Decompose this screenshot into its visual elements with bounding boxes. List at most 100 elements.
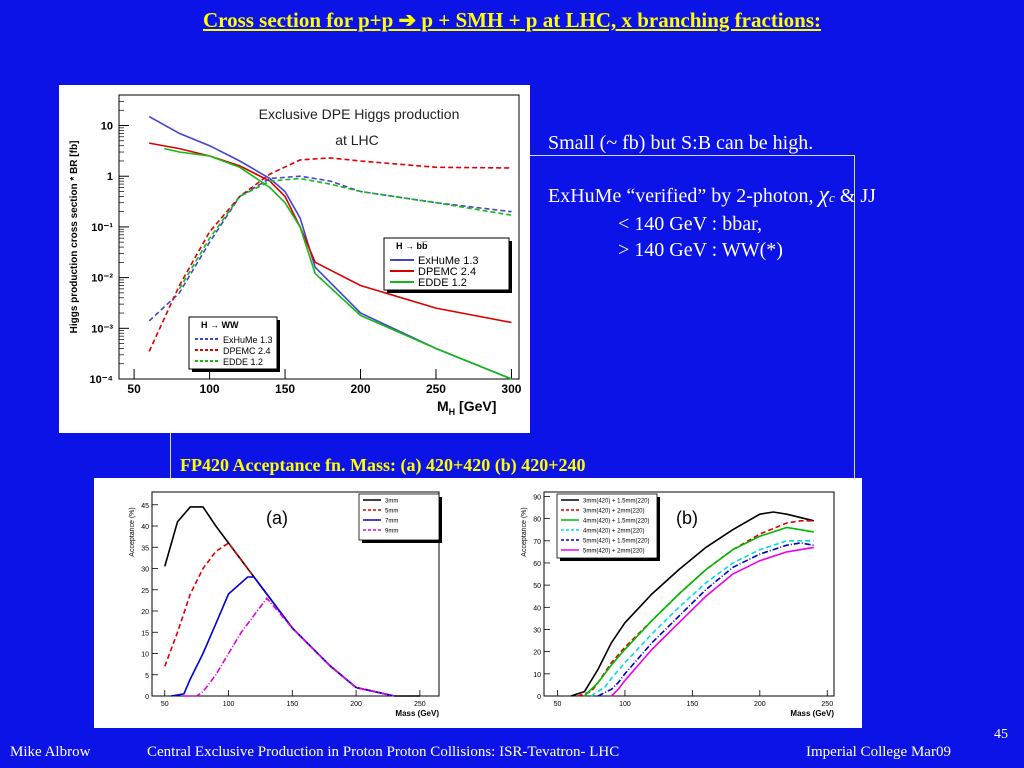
acc-b-x-tick-label-1: 100 (619, 701, 631, 708)
note-line-2: ExHuMe “verified” by 2-photon, χc & JJ (548, 182, 876, 211)
higgs-x-tick-label-0: 50 (127, 382, 141, 396)
acc-b-series-0 (570, 511, 814, 697)
higgs-legend-1-entry-1: DPEMC 2.4 (223, 346, 271, 356)
acc-a-x-axis-label: Mass (GeV) (395, 709, 439, 718)
acceptance-plots: 0 5 10 15 20 25 30 35 40 45 50 100 150 200 250 Mass (Ge… (94, 478, 862, 728)
acc-a-legend-entry-2: 7mm (385, 519, 398, 525)
higgs-plot-title: Exclusive DPE Higgs production (259, 106, 460, 122)
acc-b-y-tick-label-4: 40 (533, 605, 541, 612)
footer-talk-title: Central Exclusive Production in Proton P… (147, 744, 620, 760)
higgs-cross-section-plot: 10 1 10⁻¹ 10⁻² 10⁻³ 10⁻⁴ 50 100 150 200 250 300 Excl… (59, 85, 530, 433)
footer-author: Mike Albrow (10, 744, 91, 760)
acc-b-y-tick-label-6: 60 (533, 561, 541, 568)
acc-b-x-axis-label: Mass (GeV) (790, 709, 834, 718)
acc-b-y-axis-label: Acceptance (%) (521, 507, 528, 556)
higgs-x-tick-label-1: 100 (200, 382, 220, 396)
acc-b-y-tick-label-0: 0 (537, 694, 541, 701)
acc-b-series-5 (610, 546, 814, 697)
chi-symbol: χ (818, 182, 830, 208)
acc-b-legend-entry-5: 5mm(420) + 2mm(220) (583, 549, 645, 555)
higgs-y-tick-label-3: 10⁻² (91, 273, 113, 285)
acc-a-x-tick-label-0: 50 (161, 701, 169, 708)
higgs-legend-0-entry-0: ExHuMe 1.3 (418, 255, 479, 267)
acc-a-legend (358, 493, 440, 541)
acc-b-legend-entry-2: 4mm(420) + 1.5mm(220) (583, 519, 650, 525)
higgs-y-tick-label-4: 10⁻³ (91, 323, 113, 335)
higgs-series-4 (148, 157, 512, 352)
higgs-legend-1-entry-0: ExHuMe 1.3 (223, 335, 273, 345)
acc-a-panel-label: (a) (266, 508, 288, 528)
higgs-x-tick-label-5: 300 (501, 382, 521, 396)
acc-a-y-tick-label-1: 5 (145, 673, 149, 680)
note-line-2-end: & JJ (839, 185, 876, 207)
note-spacer (548, 156, 876, 182)
higgs-y-tick-label-5: 10⁻⁴ (90, 374, 113, 386)
acc-b-x-tick-label-2: 150 (687, 701, 699, 708)
acc-a-y-tick-label-9: 45 (141, 503, 149, 510)
higgs-legend-0-title: H → bb̅ (396, 241, 428, 251)
note-line-1: Small (~ fb) but S:B can be high. (548, 132, 814, 154)
slide-title: Cross section for p+p ➔ p + SMH + p at L… (202, 8, 821, 32)
acc-b-panel-label: (b) (676, 508, 698, 528)
acc-a-x-tick-label-1: 100 (223, 701, 235, 708)
acc-a-y-tick-label-6: 30 (141, 567, 149, 574)
acc-a-series-3 (183, 597, 395, 697)
acc-a-legend-entry-0: 3mm (385, 499, 398, 505)
acc-b-y-tick-label-9: 90 (533, 494, 541, 501)
acc-a-y-tick-label-8: 40 (141, 524, 149, 531)
notes-block: Small (~ fb) but S:B can be high. ExHuMe… (548, 130, 876, 263)
note-line-2-text: ExHuMe “verified” by 2-photon, (548, 185, 814, 207)
acc-a-y-tick-label-4: 20 (141, 609, 149, 616)
acc-a-x-tick-label-4: 250 (414, 701, 426, 708)
acc-b-legend-entry-3: 4mm(420) + 2mm(220) (583, 529, 645, 535)
acc-b-y-tick-label-7: 70 (533, 539, 541, 546)
acc-b-y-tick-label-8: 80 (533, 517, 541, 524)
acc-b-series-2 (583, 526, 814, 697)
higgs-y-axis-label: Higgs production cross section * BR [fb] (69, 141, 80, 334)
acc-a-legend-entry-1: 5mm (385, 509, 398, 515)
higgs-legend-1 (188, 316, 278, 370)
footer-venue: Imperial College Mar09 (806, 744, 951, 760)
acc-b-x-tick-label-0: 50 (554, 701, 562, 708)
higgs-series-0 (148, 115, 512, 380)
acc-b-legend (556, 493, 658, 559)
acc-b-x-tick-label-3: 200 (754, 701, 766, 708)
page-number: 45 (994, 727, 1008, 742)
acc-a-y-tick-label-0: 0 (145, 694, 149, 701)
acc-b-legend-entry-1: 3mm(420) + 2mm(220) (583, 509, 645, 515)
acc-a-y-axis-label: Acceptance (%) (129, 507, 136, 556)
higgs-series-1 (149, 142, 512, 324)
acc-b-legend-entry-4: 5mm(420) + 1.5mm(220) (583, 539, 650, 545)
acc-a-x-tick-label-3: 200 (350, 701, 362, 708)
higgs-y-tick-label-2: 10⁻¹ (91, 222, 113, 234)
acc-b-y-tick-label-2: 20 (533, 650, 541, 657)
higgs-legend-1-title: H → WW (201, 320, 239, 330)
acc-a-legend-entry-3: 9mm (385, 529, 398, 535)
higgs-legend-1-entry-2: EDDE 1.2 (223, 357, 263, 367)
higgs-y-tick-label-0: 10 (101, 121, 113, 133)
acc-a-y-tick-label-2: 10 (141, 652, 149, 659)
higgs-y-tick-label-1: 1 (107, 171, 113, 183)
acc-b-series-4 (597, 542, 814, 697)
acc-b-series-3 (590, 539, 814, 697)
acc-a-y-tick-label-3: 15 (141, 630, 149, 637)
higgs-x-tick-label-3: 200 (350, 382, 370, 396)
higgs-series-2 (164, 147, 512, 380)
acceptance-title: FP420 Acceptance fn. Mass: (a) 420+420 (… (180, 455, 586, 475)
higgs-series-5 (178, 177, 512, 290)
acc-a-x-tick-label-2: 150 (286, 701, 298, 708)
acc-b-legend-entry-0: 3mm(420) + 1.5mm(220) (583, 499, 650, 505)
higgs-plot-svg: 10 1 10⁻¹ 10⁻² 10⁻³ 10⁻⁴ 50 100 150 200 250 300 Excl… (69, 94, 522, 417)
higgs-plot-subtitle: at LHC (335, 132, 379, 148)
higgs-x-axis-label: MH [GeV] (437, 398, 496, 417)
acc-b-x-tick-label-4: 250 (821, 701, 833, 708)
higgs-legend-0-entry-1: DPEMC 2.4 (418, 266, 476, 278)
acc-b-y-tick-label-1: 10 (533, 672, 541, 679)
higgs-plot-area (118, 94, 520, 380)
higgs-x-tick-label-2: 150 (275, 382, 295, 396)
acc-b-y-tick-label-5: 50 (533, 583, 541, 590)
acc-b-y-tick-label-3: 30 (533, 627, 541, 634)
chi-subscript: c (829, 190, 835, 205)
note-line-3: < 140 GeV : bbar, (618, 213, 762, 235)
